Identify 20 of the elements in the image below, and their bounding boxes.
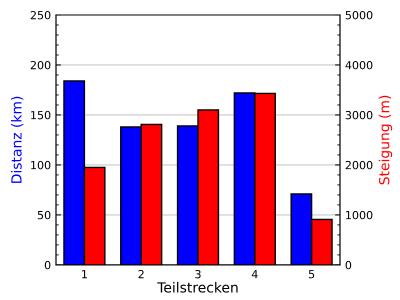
y2-tick-label: 3000: [346, 110, 372, 120]
x-axis-title: Teilstrecken: [157, 282, 238, 293]
y2-tick-label: 1000: [346, 210, 372, 220]
y-tick-label: 100: [31, 160, 50, 170]
x-tick-label: 2: [138, 270, 144, 278]
y2-tick-label: 5000: [346, 10, 372, 20]
y-tick-label: 250: [30, 10, 50, 20]
x-tick-label: 1: [82, 270, 87, 278]
y-axis-title: Distanz (km): [10, 96, 24, 183]
y-tick-label: 50: [38, 210, 50, 220]
y2-tick-label: 2000: [346, 160, 372, 170]
y-tick-label: 200: [30, 60, 50, 70]
y2-tick-label: 0: [346, 260, 352, 270]
y-tick-label: 150: [31, 110, 50, 120]
y2-axis-title: Steigung (m): [378, 96, 392, 184]
x-tick-label: 4: [252, 270, 258, 278]
x-tick-label: 3: [195, 270, 201, 278]
y2-tick-label: 4000: [345, 60, 372, 70]
x-tick-label: 5: [308, 270, 314, 278]
y-tick-label: 0: [44, 260, 50, 270]
